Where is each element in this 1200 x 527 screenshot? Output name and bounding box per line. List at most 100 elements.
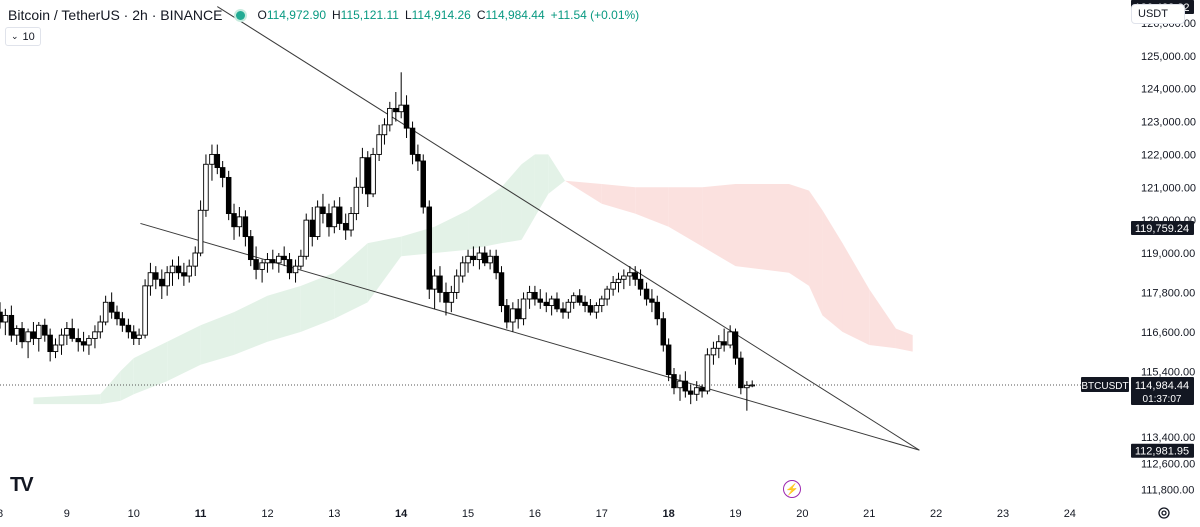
candle xyxy=(532,285,538,306)
candle xyxy=(643,282,650,306)
candle-body xyxy=(147,272,154,287)
candle-body xyxy=(320,206,326,215)
candle xyxy=(247,230,254,267)
candle xyxy=(348,207,354,237)
cloud-segment xyxy=(668,187,703,247)
candle-body xyxy=(276,255,282,264)
price-tags: 126,488.22119,759.24112,981.95114,984.44… xyxy=(1081,0,1194,458)
candle xyxy=(398,72,404,119)
candle xyxy=(147,262,154,296)
x-axis[interactable]: 8 9 10 11 12 13 14 15 16 17 18 19 20 21 22 23 24 xyxy=(0,508,1076,520)
tradingview-logo[interactable]: TV xyxy=(10,474,34,496)
cloud-segment xyxy=(33,394,101,405)
candle xyxy=(309,207,316,247)
candle xyxy=(560,302,566,319)
candle xyxy=(8,305,15,342)
cloud-segment xyxy=(548,154,565,194)
candle xyxy=(0,302,3,329)
symbol-badge-label: BTCUSDT xyxy=(1081,381,1128,392)
indicators-toggle-button[interactable]: ⌄ 10 xyxy=(5,27,41,46)
ohlc-change: +11.54 (+0.01%) xyxy=(550,8,640,22)
candle-body xyxy=(119,318,126,326)
trendline-upper[interactable] xyxy=(217,6,920,451)
candle-body xyxy=(565,301,572,313)
y-tick-label: 113,400.00 xyxy=(1141,432,1195,444)
candle-body xyxy=(286,259,293,274)
candle-body xyxy=(627,272,633,277)
chevron-down-icon: ⌄ xyxy=(11,31,19,41)
x-tick-label: 24 xyxy=(1064,508,1076,520)
candle xyxy=(13,325,20,345)
candle xyxy=(716,335,722,359)
candle-body xyxy=(136,334,142,339)
candle xyxy=(359,147,366,194)
candle-body xyxy=(214,153,221,169)
candle xyxy=(504,299,510,329)
x-tick-label: 14 xyxy=(395,508,408,520)
lightning-bolt-icon[interactable]: ⚡ xyxy=(783,480,801,498)
candle xyxy=(637,269,644,296)
candle xyxy=(314,200,321,240)
symbol-title[interactable]: Bitcoin / TetherUS · 2h · BINANCE xyxy=(8,7,223,23)
candle xyxy=(420,154,426,214)
candle-body xyxy=(387,107,393,126)
candle-body xyxy=(153,272,159,280)
cloud-segment xyxy=(809,190,823,316)
x-tick-label: 11 xyxy=(195,508,207,520)
gear-icon[interactable] xyxy=(1157,506,1171,520)
candle xyxy=(493,249,499,280)
current-price-tag: 114,984.44 01:37:07 xyxy=(1131,376,1194,405)
candle xyxy=(749,380,755,388)
candle-body xyxy=(426,206,433,290)
candle xyxy=(482,246,488,267)
candle-body xyxy=(231,213,237,228)
candle-body xyxy=(604,288,610,300)
candle xyxy=(159,269,165,299)
candle xyxy=(520,292,527,326)
candle-body xyxy=(52,344,59,353)
candle-body xyxy=(660,318,667,346)
candle xyxy=(336,197,343,230)
candle xyxy=(236,207,243,237)
candle xyxy=(687,384,694,405)
candle xyxy=(576,289,583,306)
candle xyxy=(92,325,98,349)
candle-body xyxy=(365,157,371,195)
y-tick-label: 123,000.00 xyxy=(1141,117,1196,129)
candle xyxy=(476,246,483,270)
cloud-segment xyxy=(367,236,402,303)
candle-body xyxy=(693,387,700,395)
candle-body xyxy=(443,291,449,303)
candle-body xyxy=(510,308,516,323)
candle-body xyxy=(420,160,426,208)
candle xyxy=(582,295,588,313)
candle xyxy=(119,312,126,332)
candle xyxy=(565,299,572,319)
candle-body xyxy=(381,124,388,136)
candle xyxy=(125,318,132,339)
candle xyxy=(169,259,176,286)
candle-body xyxy=(314,206,321,238)
candle-body xyxy=(610,282,616,290)
candle-body xyxy=(671,374,677,389)
candle xyxy=(214,144,221,175)
x-tick-label: 12 xyxy=(261,508,273,520)
candle xyxy=(231,203,237,240)
candle xyxy=(721,328,727,352)
candle-body xyxy=(348,213,354,231)
candle xyxy=(25,328,31,359)
x-tick-label: 17 xyxy=(596,508,608,520)
candle-body xyxy=(259,262,265,270)
currency-selector[interactable]: USDT xyxy=(1131,4,1185,24)
y-axis[interactable]: 126,000.00125,000.00124,000.00123,000.00… xyxy=(1141,18,1196,497)
candles xyxy=(0,72,755,411)
candle-body xyxy=(102,301,109,323)
candle xyxy=(465,249,471,273)
candle-body xyxy=(677,380,683,389)
candle-body xyxy=(169,265,176,274)
y-tick-label: 112,600.00 xyxy=(1141,458,1195,470)
candle-body xyxy=(270,259,276,264)
candle xyxy=(52,338,59,359)
